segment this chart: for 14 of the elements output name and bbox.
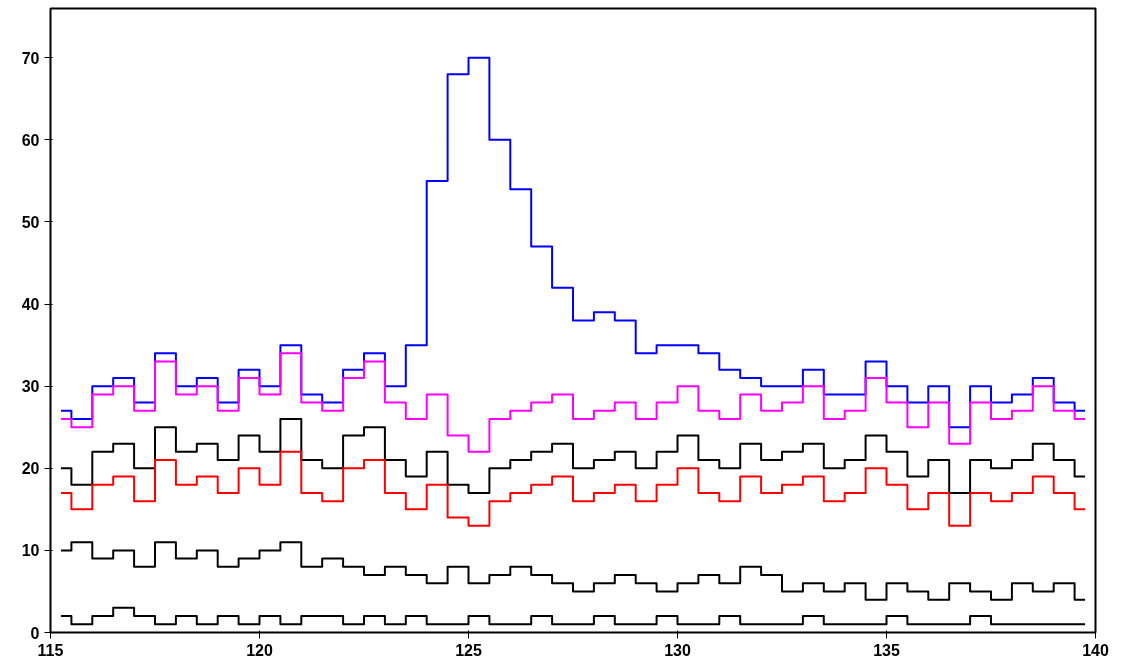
x-tick-label: 135 <box>873 641 900 659</box>
y-tick-label: 10 <box>21 542 40 560</box>
x-tick-label: 115 <box>37 641 64 659</box>
x-tick-label: 120 <box>246 641 273 659</box>
x-tick-label: 130 <box>664 641 691 659</box>
y-tick-label: 30 <box>21 378 40 396</box>
y-tick-label: 70 <box>21 49 40 67</box>
y-tick-label: 0 <box>30 624 40 642</box>
y-tick-label: 60 <box>21 131 40 149</box>
x-tick-label: 140 <box>1082 641 1109 659</box>
x-tick-label: 125 <box>455 641 482 659</box>
y-tick-label: 40 <box>21 296 40 314</box>
y-tick-label: 20 <box>21 460 40 478</box>
y-tick-label: 50 <box>21 213 40 231</box>
